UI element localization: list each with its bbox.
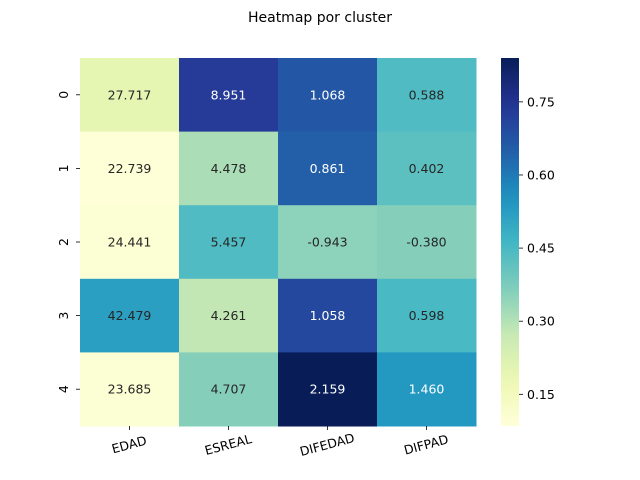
cell-label-r1-c2: 0.861	[310, 161, 346, 176]
y-tick-label-2: 2	[56, 238, 71, 246]
y-axis-ticks: 0 1 2 3 4	[56, 91, 80, 393]
cell-label-r1-c3: 0.402	[409, 161, 445, 176]
chart-title: Heatmap por cluster	[248, 10, 392, 26]
x-tick-label-2: DIFEDAD	[298, 430, 356, 459]
y-tick-label-1: 1	[56, 164, 71, 172]
heatmap-cell-r0-c2	[278, 58, 378, 133]
heatmap-cell-r2-c1	[179, 205, 279, 280]
cell-label-r0-c1: 8.951	[211, 87, 247, 102]
cell-label-r2-c3: -0.380	[406, 235, 446, 250]
heatmap-cell-r3-c2	[278, 278, 378, 353]
colorbar-gradient	[501, 58, 519, 426]
cell-label-r4-c0: 23.685	[108, 382, 152, 397]
y-tick-label-4: 4	[56, 385, 71, 393]
heatmap-cell-r1-c2	[278, 131, 378, 206]
x-tick-label-1: ESREAL	[203, 431, 253, 458]
colorbar-tick-label-0: 0.15	[527, 387, 555, 402]
cell-label-r2-c2: -0.943	[307, 235, 347, 250]
heatmap-cell-r4-c1	[179, 352, 279, 427]
cell-label-r1-c1: 4.478	[211, 161, 247, 176]
heatmap-cell-r4-c3	[377, 352, 477, 427]
cell-label-r1-c0: 22.739	[108, 161, 152, 176]
cell-label-r3-c1: 4.261	[211, 308, 247, 323]
cell-label-r4-c2: 2.159	[310, 382, 346, 397]
colorbar-tick-label-4: 0.75	[527, 94, 555, 109]
heatmap-cell-r3-c0	[80, 278, 180, 353]
heatmap-cell-r0-c0	[80, 58, 180, 133]
heatmap-cell-r3-c1	[179, 278, 279, 353]
colorbar-tick-label-2: 0.45	[527, 241, 555, 256]
colorbar-tick-label-3: 0.60	[527, 167, 555, 182]
x-tick-label-3: DIFPAD	[402, 431, 450, 457]
heatmap-cell-r1-c3	[377, 131, 477, 206]
heatmap-cell-r4-c0	[80, 352, 180, 427]
heatmap-cell-r2-c0	[80, 205, 180, 280]
heatmap-cell-r2-c2	[278, 205, 378, 280]
heatmap-cell-r1-c0	[80, 131, 180, 206]
colorbar: 0.15 0.30 0.45 0.60 0.75	[501, 58, 555, 426]
cell-label-r3-c2: 1.058	[310, 308, 346, 323]
x-tick-label-0: EDAD	[110, 433, 148, 457]
cell-label-r4-c1: 4.707	[211, 382, 247, 397]
heatmap-cell-r2-c3	[377, 205, 477, 280]
cell-label-r3-c0: 42.479	[108, 308, 152, 323]
cell-label-r0-c2: 1.068	[310, 87, 346, 102]
cell-label-r2-c1: 5.457	[211, 235, 247, 250]
cell-label-r2-c0: 24.441	[108, 235, 152, 250]
cell-label-r0-c3: 0.588	[409, 87, 445, 102]
colorbar-tick-label-1: 0.30	[527, 314, 555, 329]
cell-label-r4-c3: 1.460	[409, 382, 445, 397]
heatmap-cell-r0-c3	[377, 58, 477, 133]
x-axis-ticks: EDAD ESREAL DIFEDAD DIFPAD	[110, 426, 450, 459]
heatmap-cells: 27.717 8.951 1.068 0.588 22.739 4.478 0.861 0.4…	[80, 58, 477, 427]
heatmap-cell-r0-c1	[179, 58, 279, 133]
heatmap-cell-r3-c3	[377, 278, 477, 353]
heatmap-cell-r4-c2	[278, 352, 378, 427]
y-tick-label-0: 0	[56, 91, 71, 99]
cell-label-r0-c0: 27.717	[108, 87, 152, 102]
cell-label-r3-c3: 0.598	[409, 308, 445, 323]
y-tick-label-3: 3	[56, 312, 71, 320]
heatmap-cell-r1-c1	[179, 131, 279, 206]
